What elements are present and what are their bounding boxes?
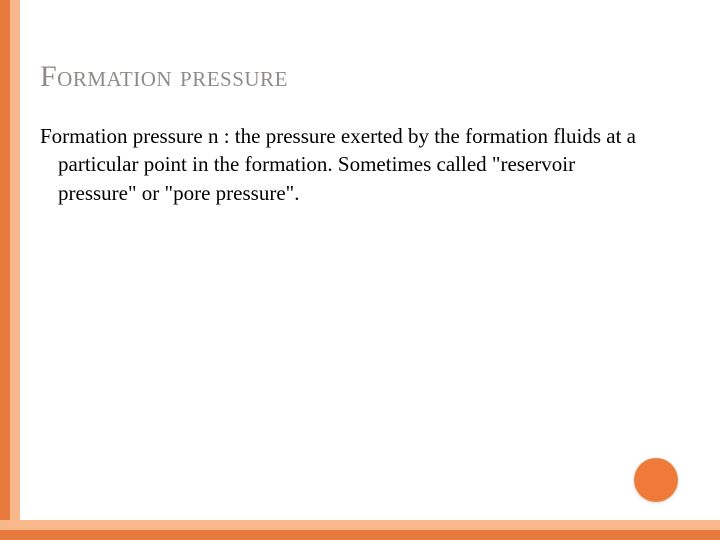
accent-circle-icon (634, 458, 678, 502)
bottom-accent-bar-inner (0, 530, 720, 540)
slide-content: Formation pressure Formation pressure n … (40, 0, 690, 207)
slide-body-text: Formation pressure n : the pressure exer… (58, 122, 658, 207)
slide-title: Formation pressure (40, 60, 690, 94)
left-accent-bar-inner (0, 0, 10, 540)
